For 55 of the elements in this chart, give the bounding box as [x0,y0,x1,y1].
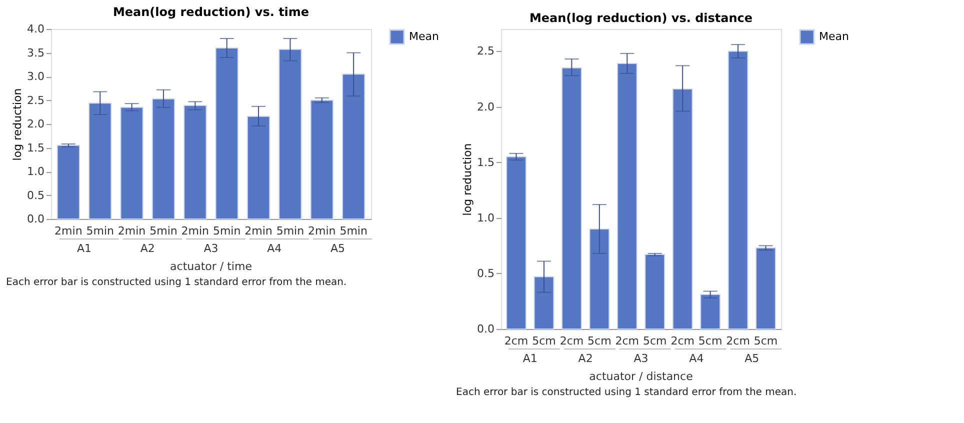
x-tick-label: 5min [86,224,114,238]
y-tick-label: 0.0 [27,212,44,226]
chart-title: Mean(log reduction) vs. distance [529,11,753,25]
text: Each error bar is constructed using 1 standard error from the mean. [456,387,797,398]
x-tick-label: 2min [54,224,82,238]
text: A5 [330,242,345,255]
text: Each error bar is constructed using 1 standard error from the mean. [6,277,347,288]
x-tick-label: 2cm [560,334,584,348]
text: A3 [634,352,648,365]
text: A5 [744,352,760,365]
text: A1 [77,242,92,255]
x-axis-title: actuator / distance [589,370,694,383]
legend-label: Mean [409,30,439,43]
text: A2 [140,242,155,255]
x-tick-label: 2cm [615,334,640,348]
x-tick-label: 2min [308,224,336,238]
legend-label: Mean [819,30,849,43]
y-tick-label: 0.0 [477,322,494,336]
y-tick-label: 1.0 [477,211,494,224]
text: A3 [204,242,218,255]
text: A1 [522,352,538,365]
x-tick-label: 5cm [532,334,556,348]
x-tick-label: 2cm [726,334,750,348]
y-axis-title: log reduction [461,143,474,216]
x-tick-label: 2min [118,224,146,238]
x-tick-label: 2cm [670,334,694,348]
y-tick-label: 3.5 [27,46,44,60]
x-tick-label: 5min [340,224,368,238]
x-tick-label: 5min [150,224,178,238]
x-tick-label: 2cm [504,334,528,348]
y-tick-label: 0.5 [27,188,44,202]
x-tick-label: 5cm [754,334,778,348]
y-tick-label: 3.0 [27,70,44,83]
y-tick-label: 1.5 [27,141,44,154]
chart-title: Mean(log reduction) vs. time [112,5,310,19]
x-tick-label: 5cm [588,334,612,348]
y-tick-label: 2.5 [477,44,494,58]
y-tick-label: 2.0 [27,118,44,130]
x-tick-label: 5min [212,224,241,238]
text: A2 [578,352,593,365]
y-tick-label: 2.0 [477,100,494,114]
y-axis-title: log reduction [11,88,24,161]
x-tick-label: 5cm [642,334,667,348]
x-tick-label: 2min [181,224,210,238]
x-tick-label: 5min [276,224,304,238]
x-tick-label: 5cm [698,334,722,348]
y-tick-label: 1.5 [477,156,494,169]
text: A4 [689,352,704,365]
text: A4 [267,242,282,255]
y-tick-label: 4.0 [27,22,44,36]
y-tick-label: 0.5 [477,266,494,280]
x-axis-title: actuator / time [170,260,252,273]
x-tick-label: 2min [244,224,272,238]
y-tick-label: 2.5 [27,94,44,107]
y-tick-label: 1.0 [27,165,44,178]
